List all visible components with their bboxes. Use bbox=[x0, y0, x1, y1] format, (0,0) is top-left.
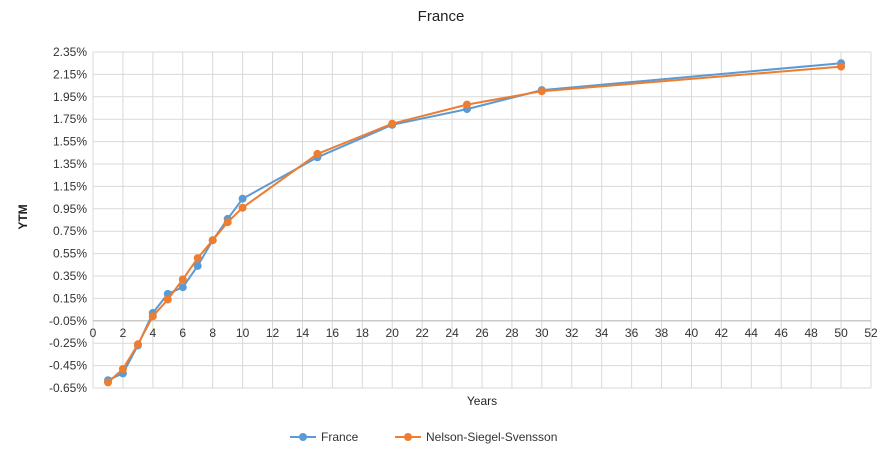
y-tick-label: 0.95% bbox=[53, 202, 87, 216]
legend-marker-france bbox=[299, 433, 307, 441]
y-tick-label: -0.45% bbox=[49, 359, 87, 373]
data-point-nelson-siegel-svensson bbox=[313, 149, 322, 158]
x-tick-label: 32 bbox=[565, 326, 579, 340]
y-tick-label: 1.75% bbox=[53, 112, 87, 126]
legend: France Nelson-Siegel-Svensson bbox=[290, 430, 557, 444]
y-axis-ticks: 2.35% 2.15% 1.95% 1.75% 1.55% 1.35% 1.15% 0.95%… bbox=[49, 45, 87, 395]
x-tick-label: 10 bbox=[236, 326, 250, 340]
y-tick-label: -0.25% bbox=[49, 336, 87, 350]
chart-title: France bbox=[418, 8, 465, 25]
data-point-france bbox=[178, 283, 187, 292]
x-tick-label: 44 bbox=[745, 326, 759, 340]
x-tick-label: 30 bbox=[535, 326, 549, 340]
x-tick-label: 28 bbox=[505, 326, 519, 340]
data-point-nelson-siegel-svensson bbox=[837, 62, 846, 71]
y-tick-label: 2.35% bbox=[53, 45, 87, 59]
x-tick-label: 52 bbox=[864, 326, 878, 340]
data-point-nelson-siegel-svensson bbox=[178, 275, 187, 284]
gridlines bbox=[92, 51, 872, 389]
series-layer bbox=[104, 59, 846, 387]
data-point-nelson-siegel-svensson bbox=[223, 218, 232, 227]
x-tick-label: 26 bbox=[475, 326, 489, 340]
y-tick-label: 0.35% bbox=[53, 269, 87, 283]
y-tick-label: 2.15% bbox=[53, 67, 87, 81]
y-tick-label: 1.95% bbox=[53, 90, 87, 104]
data-point-france bbox=[193, 261, 202, 270]
legend-label-nelson-siegel-svensson: Nelson-Siegel-Svensson bbox=[426, 430, 557, 444]
legend-marker-nelson-siegel-svensson bbox=[404, 433, 412, 441]
y-tick-label: -0.05% bbox=[49, 314, 87, 328]
x-tick-label: 38 bbox=[655, 326, 669, 340]
x-tick-label: 42 bbox=[715, 326, 729, 340]
x-tick-label: 40 bbox=[685, 326, 699, 340]
y-axis-label: YTM bbox=[16, 204, 30, 229]
x-axis-label: Years bbox=[467, 394, 497, 408]
x-tick-label: 48 bbox=[804, 326, 818, 340]
data-point-nelson-siegel-svensson bbox=[133, 340, 142, 349]
y-tick-label: 0.15% bbox=[53, 291, 87, 305]
data-point-nelson-siegel-svensson bbox=[463, 100, 471, 109]
y-tick-label: 0.55% bbox=[53, 247, 87, 261]
legend-label-france: France bbox=[321, 430, 359, 444]
x-tick-label: 36 bbox=[625, 326, 639, 340]
x-tick-label: 18 bbox=[356, 326, 370, 340]
y-tick-label: 1.55% bbox=[53, 135, 87, 149]
y-tick-label: 1.15% bbox=[53, 179, 87, 193]
data-point-nelson-siegel-svensson bbox=[388, 119, 397, 128]
x-tick-label: 22 bbox=[415, 326, 429, 340]
y-tick-label: 0.75% bbox=[53, 224, 87, 238]
x-tick-label: 2 bbox=[120, 326, 127, 340]
x-tick-label: 20 bbox=[386, 326, 400, 340]
x-axis-ticks: 0 2 4 6 8 10 12 14 16 18 20 22 24 26 28 30 32 34 36 38 40 42 4… bbox=[90, 326, 878, 340]
data-point-nelson-siegel-svensson bbox=[163, 295, 172, 304]
x-tick-label: 50 bbox=[834, 326, 848, 340]
data-point-nelson-siegel-svensson bbox=[148, 312, 157, 321]
x-tick-label: 6 bbox=[179, 326, 186, 340]
y-tick-label: 1.35% bbox=[53, 157, 87, 171]
x-tick-label: 16 bbox=[326, 326, 340, 340]
data-point-nelson-siegel-svensson bbox=[537, 87, 546, 96]
x-tick-label: 24 bbox=[445, 326, 459, 340]
x-tick-label: 8 bbox=[209, 326, 216, 340]
data-point-nelson-siegel-svensson bbox=[208, 236, 217, 245]
x-tick-label: 12 bbox=[266, 326, 280, 340]
data-point-nelson-siegel-svensson bbox=[118, 365, 127, 373]
x-tick-label: 4 bbox=[150, 326, 157, 340]
data-point-nelson-siegel-svensson bbox=[238, 203, 247, 212]
x-tick-label: 14 bbox=[296, 326, 310, 340]
x-tick-label: 34 bbox=[595, 326, 609, 340]
data-point-france bbox=[238, 194, 247, 203]
x-tick-label: 0 bbox=[90, 326, 97, 340]
data-point-nelson-siegel-svensson bbox=[104, 378, 112, 387]
x-tick-label: 46 bbox=[775, 326, 789, 340]
data-point-nelson-siegel-svensson bbox=[193, 254, 202, 263]
y-tick-label: -0.65% bbox=[49, 381, 87, 395]
